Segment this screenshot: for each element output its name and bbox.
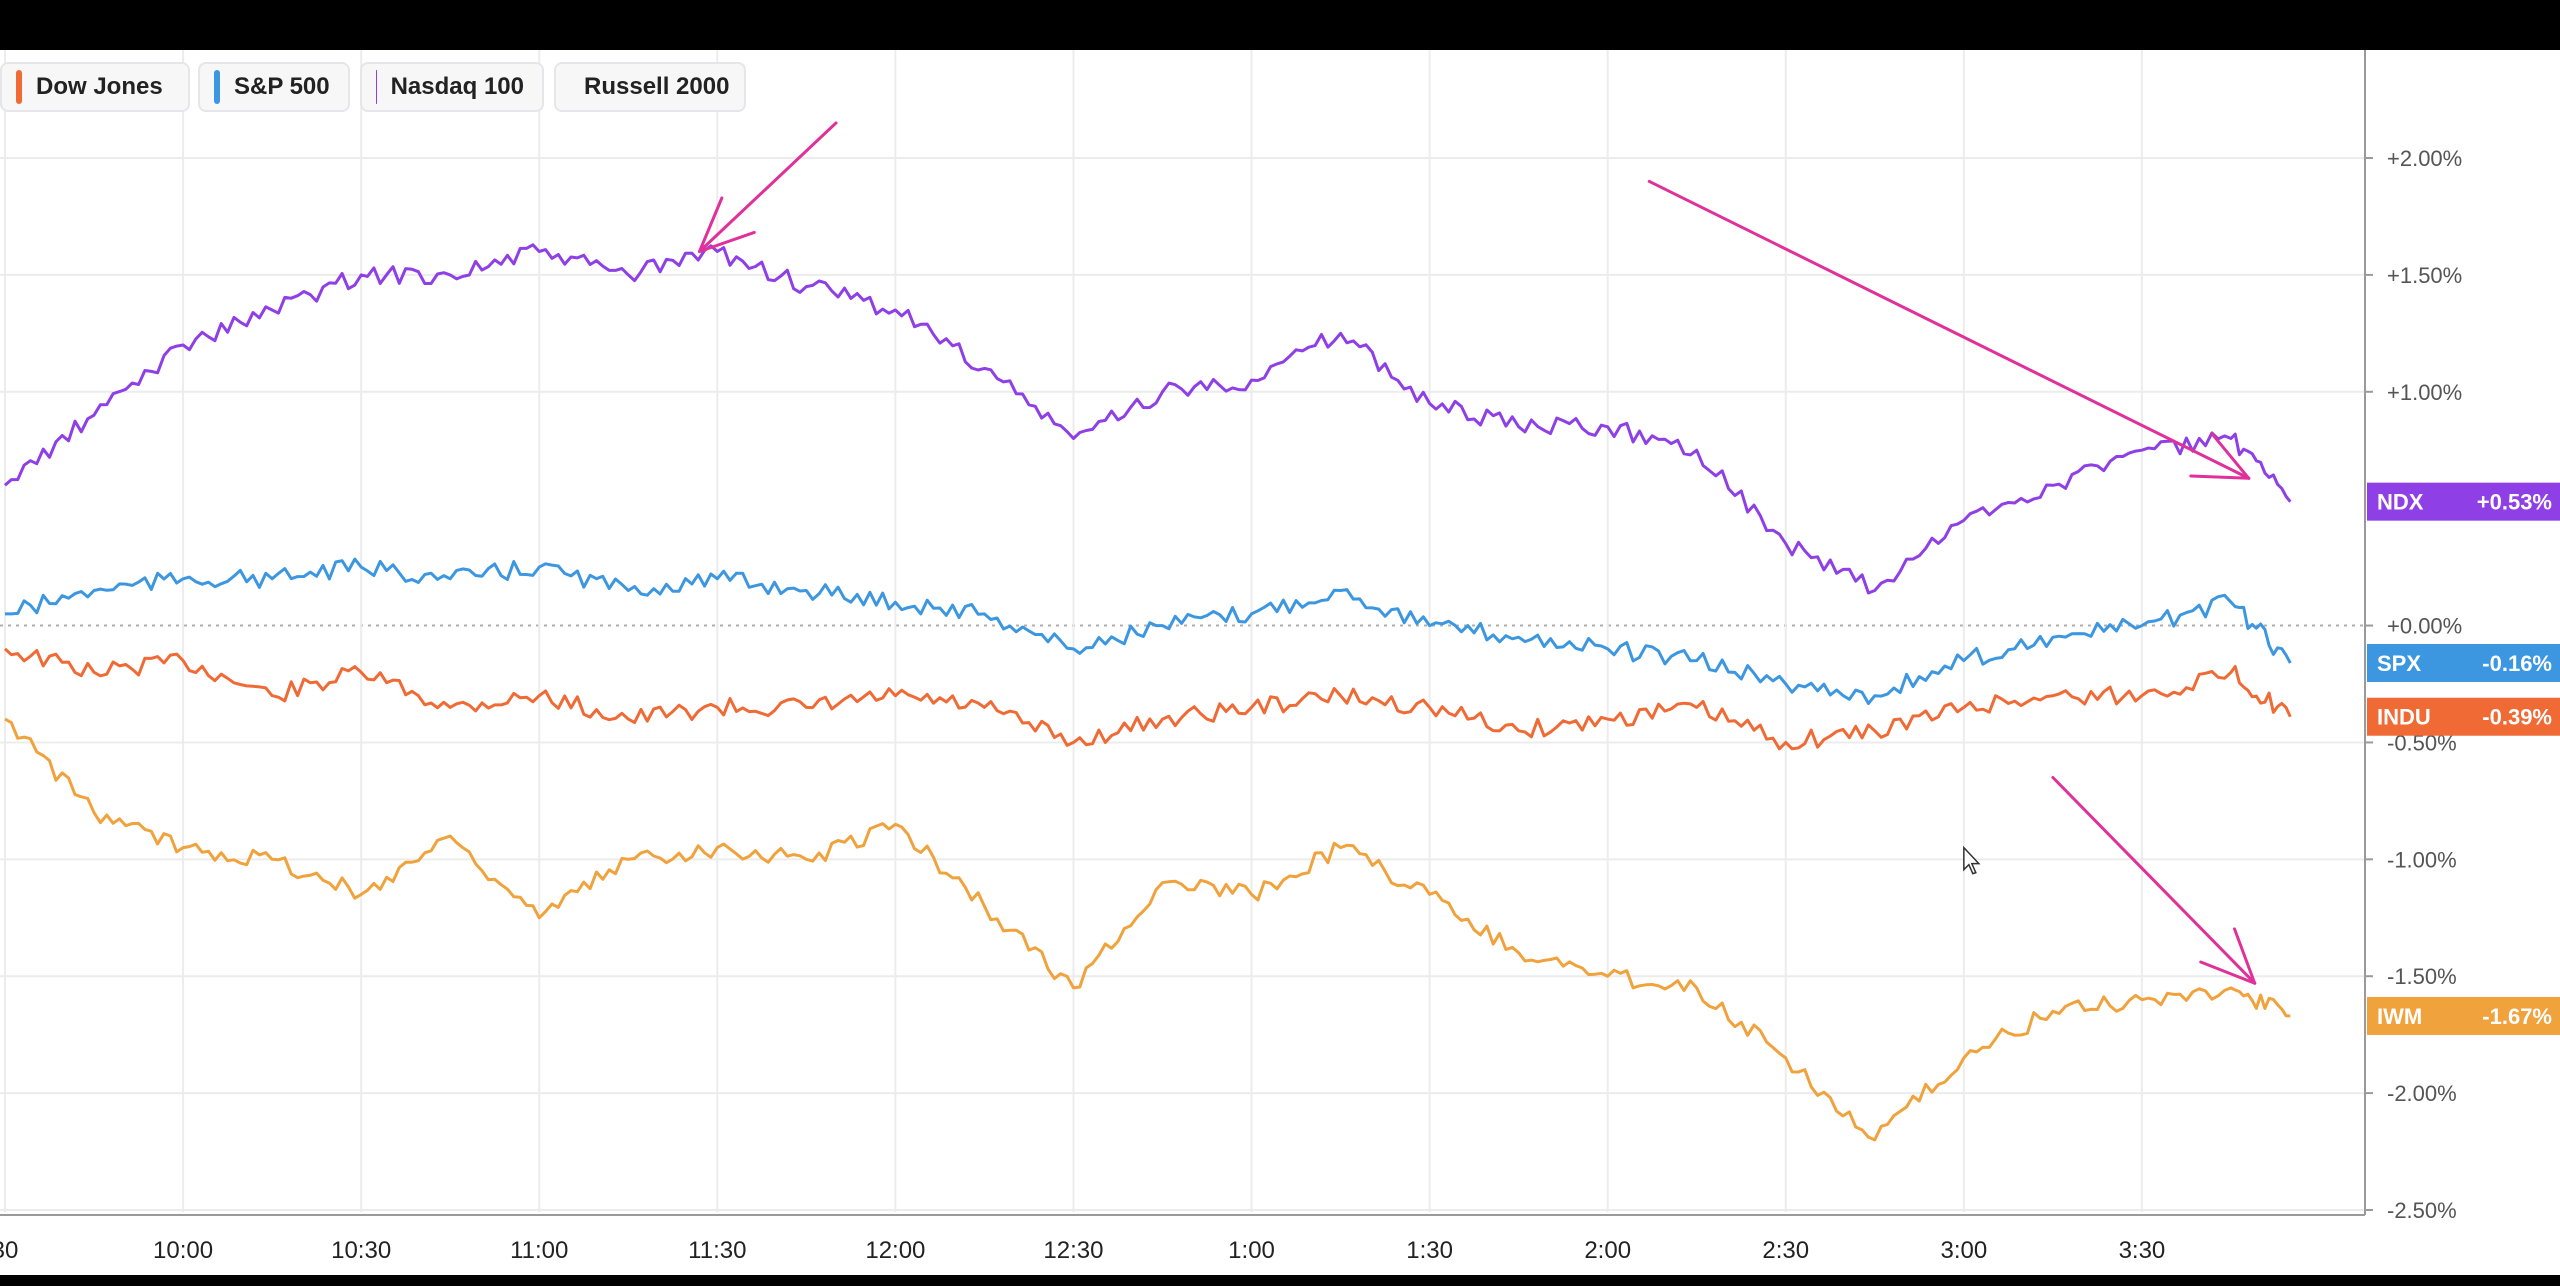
series-line-iwm bbox=[4, 717, 2291, 1142]
x-tick-label: 11:30 bbox=[688, 1237, 746, 1264]
y-tick-label: -2.50% bbox=[2387, 1198, 2457, 1223]
x-tick-label: 10:30 bbox=[331, 1237, 391, 1264]
legend-swatch bbox=[214, 70, 220, 104]
badge-symbol: SPX bbox=[2377, 651, 2421, 676]
last-value-badges: INDU -0.39% SPX -0.16% NDX +0.53% IWM -1.67% bbox=[2367, 482, 2560, 1035]
legend-label: Nasdaq 100 bbox=[390, 73, 524, 100]
x-tick-label: 10:00 bbox=[153, 1237, 213, 1264]
badge-symbol: IWM bbox=[2377, 1004, 2422, 1029]
badge-background bbox=[2367, 482, 2560, 521]
badge-symbol: NDX bbox=[2377, 490, 2424, 515]
series-line-indu bbox=[3, 647, 2292, 751]
x-tick-label: 1:30 bbox=[1406, 1237, 1453, 1264]
legend-item-russell-2000[interactable]: Russell 2000 bbox=[554, 62, 746, 112]
legend-label: Russell 2000 bbox=[584, 73, 730, 100]
arrow-icon bbox=[1647, 179, 2251, 480]
badge-indu: INDU -0.39% bbox=[2367, 697, 2560, 736]
legend-swatch bbox=[16, 70, 22, 104]
y-tick-label: -1.50% bbox=[2387, 964, 2457, 989]
badge-iwm: IWM -1.67% bbox=[2367, 996, 2560, 1035]
badge-value: -0.39% bbox=[2482, 705, 2552, 730]
legend-label: S&P 500 bbox=[234, 73, 330, 100]
badge-value: +0.53% bbox=[2477, 490, 2552, 515]
legend-item-sp500[interactable]: S&P 500 bbox=[198, 62, 350, 112]
badge-background bbox=[2367, 996, 2560, 1035]
x-tick-label: 3:00 bbox=[1940, 1237, 1987, 1264]
arrow-icon bbox=[2051, 776, 2257, 985]
series-lines bbox=[3, 243, 2292, 1142]
x-tick-label: 2:00 bbox=[1584, 1237, 1631, 1264]
x-tick-label: 1:00 bbox=[1228, 1237, 1275, 1264]
y-tick-label: +0.00% bbox=[2387, 614, 2462, 639]
plot-background bbox=[0, 50, 2560, 1275]
annotations bbox=[698, 121, 2257, 985]
legend-item-nasdaq-100[interactable]: Nasdaq 100 bbox=[360, 62, 544, 112]
y-tick-label: +2.00% bbox=[2387, 146, 2462, 171]
badge-spx: SPX -0.16% bbox=[2367, 643, 2560, 682]
mouse-pointer-icon bbox=[1963, 845, 1981, 875]
y-tick-label: -1.00% bbox=[2387, 847, 2457, 872]
badge-symbol: INDU bbox=[2377, 705, 2431, 730]
x-tick-label: 12:30 bbox=[1043, 1237, 1103, 1264]
badge-value: -0.16% bbox=[2482, 651, 2552, 676]
series-line-ndx bbox=[4, 243, 2292, 595]
legend-swatch bbox=[376, 70, 377, 104]
x-tick-label: 2:30 bbox=[1762, 1237, 1809, 1264]
y-tick-label: +1.00% bbox=[2387, 380, 2462, 405]
badge-background bbox=[2367, 643, 2560, 682]
y-tick-label: -2.00% bbox=[2387, 1081, 2457, 1106]
x-tick-label: 3:30 bbox=[2119, 1237, 2166, 1264]
axes: +2.00%+1.50%+1.00%+0.00%-0.50%-1.00%-1.5… bbox=[0, 50, 2462, 1264]
y-tick-label: +1.50% bbox=[2387, 263, 2462, 288]
x-tick-label: 30 bbox=[0, 1237, 18, 1264]
badge-background bbox=[2367, 697, 2560, 736]
badge-value: -1.67% bbox=[2482, 1004, 2552, 1029]
series-line-spx bbox=[5, 557, 2292, 705]
badge-ndx: NDX +0.53% bbox=[2367, 482, 2560, 521]
arrow-icon bbox=[698, 121, 838, 254]
legend-label: Dow Jones bbox=[36, 73, 163, 100]
legend-item-dow-jones[interactable]: Dow Jones bbox=[0, 62, 190, 112]
x-tick-label: 11:00 bbox=[510, 1237, 568, 1264]
x-tick-label: 12:00 bbox=[865, 1237, 925, 1264]
